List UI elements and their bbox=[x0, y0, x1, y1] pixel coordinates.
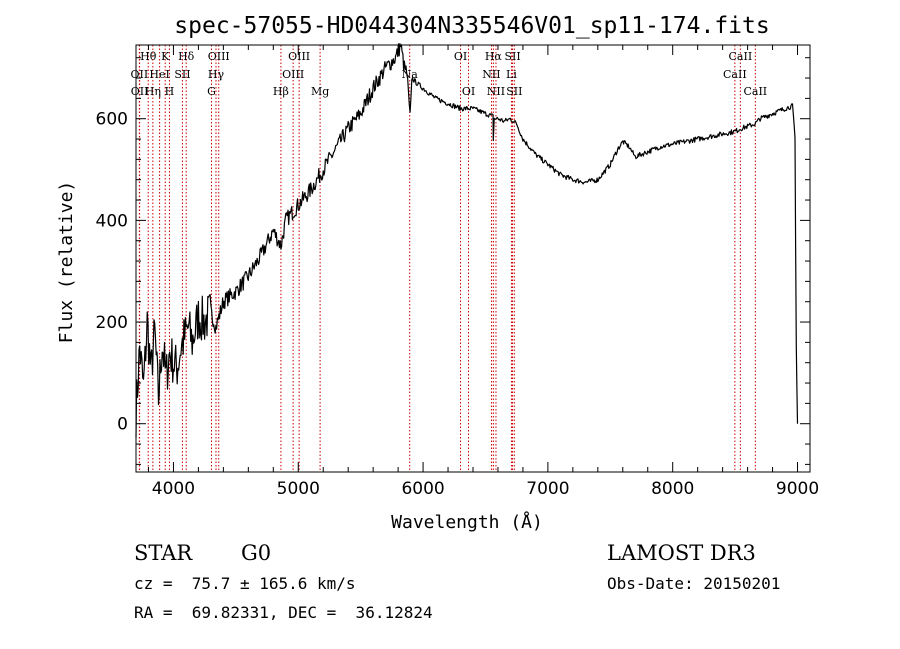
axis-ticks: 4000 5000 6000 7000 8000 9000 0 200 400 600 bbox=[96, 45, 819, 499]
line-marker-label-10: Hγ bbox=[208, 68, 225, 81]
x-tick-label: 9000 bbox=[776, 479, 819, 499]
line-marker-label-5: K bbox=[161, 50, 170, 63]
line-marker-label-4: HeI bbox=[149, 68, 169, 81]
x-tick-label: 6000 bbox=[401, 479, 444, 499]
line-marker-label-25: CaII bbox=[729, 50, 753, 63]
line-marker-label-20: NII bbox=[482, 68, 500, 81]
line-marker-label-17: OI bbox=[454, 50, 467, 63]
line-marker-label-13: OIII bbox=[288, 50, 310, 63]
line-marker-label-24: SII bbox=[506, 85, 522, 98]
spectral-subclass: G0 bbox=[241, 541, 271, 565]
line-marker-label-16: Na bbox=[402, 68, 419, 81]
object-class: STAR bbox=[134, 541, 193, 565]
line-marker-label-23: Li bbox=[506, 68, 517, 81]
line-marker-label-2: OII bbox=[131, 85, 149, 98]
survey-name: LAMOST DR3 bbox=[607, 541, 756, 565]
line-markers bbox=[138, 45, 756, 472]
line-marker-label-26: CaII bbox=[723, 68, 747, 81]
line-marker-label-9: OIII bbox=[208, 50, 230, 63]
x-axis-label: Wavelength (Å) bbox=[391, 511, 543, 533]
y-tick-label: 0 bbox=[117, 415, 128, 435]
x-tick-label: 8000 bbox=[651, 479, 694, 499]
line-marker-label-19: Hα bbox=[485, 50, 503, 63]
line-marker-label-8: Hδ bbox=[178, 50, 195, 63]
y-tick-label: 400 bbox=[96, 211, 128, 231]
x-tick-label: 4000 bbox=[152, 479, 195, 499]
line-marker-label-18: OI bbox=[462, 85, 475, 98]
x-tick-label: 5000 bbox=[277, 479, 320, 499]
redshift-text: cz = 75.7 ± 165.6 km/s bbox=[134, 574, 356, 593]
line-marker-label-12: Hβ bbox=[273, 85, 289, 98]
line-marker-label-11: G bbox=[207, 85, 216, 98]
coords-text: RA = 69.82331, DEC = 36.12824 bbox=[134, 603, 433, 622]
line-marker-label-7: H bbox=[165, 85, 175, 98]
line-marker-label-15: Mg bbox=[311, 85, 329, 98]
line-marker-label-0: Hθ bbox=[140, 50, 157, 63]
chart-title: spec-57055-HD044304N335546V01_sp11-174.f… bbox=[174, 13, 769, 39]
line-marker-label-1: OII bbox=[131, 68, 149, 81]
line-marker-label-22: SII bbox=[504, 50, 520, 63]
line-marker-label-6: SII bbox=[174, 68, 190, 81]
x-tick-label: 7000 bbox=[526, 479, 569, 499]
flux-trace bbox=[135, 43, 799, 438]
obs-date-text: Obs-Date: 20150201 bbox=[607, 574, 780, 593]
line-marker-label-3: Hη bbox=[145, 85, 161, 98]
y-tick-label: 200 bbox=[96, 313, 128, 333]
line-marker-label-21: NII bbox=[487, 85, 505, 98]
y-axis-label: Flux (relative) bbox=[56, 181, 77, 344]
line-marker-label-27: CaII bbox=[743, 85, 767, 98]
y-tick-label: 600 bbox=[96, 110, 128, 130]
line-marker-label-14: OIII bbox=[282, 68, 304, 81]
